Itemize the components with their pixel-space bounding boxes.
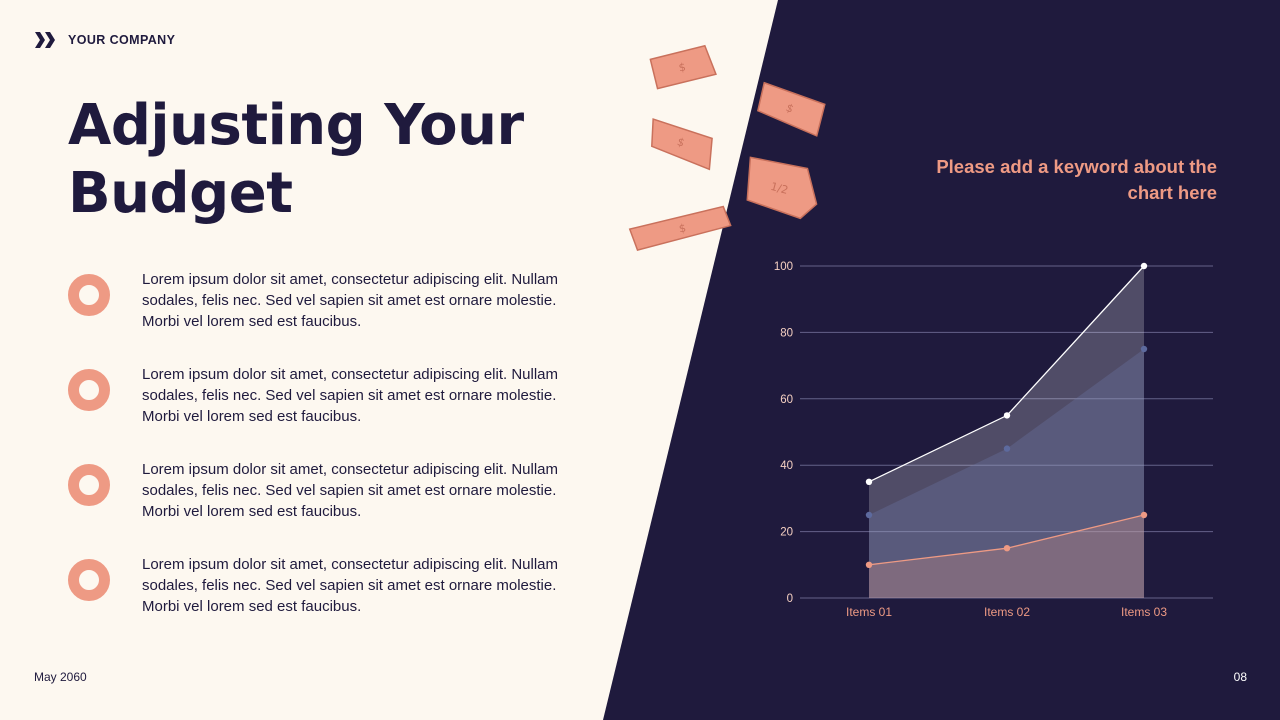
brand: YOUR COMPANY [34, 30, 175, 50]
data-point [1140, 511, 1148, 519]
y-tick-label: 40 [780, 460, 793, 472]
svg-text:1/2: 1/2 [769, 180, 789, 197]
data-point [865, 478, 873, 485]
y-tick-label: 20 [780, 527, 793, 539]
svg-text:$: $ [784, 101, 796, 116]
data-point [1003, 545, 1011, 552]
svg-text:$: $ [678, 60, 687, 74]
data-point [1140, 262, 1148, 270]
page-number: 08 [1233, 670, 1247, 684]
svg-text:$: $ [675, 135, 686, 150]
data-point [1140, 345, 1148, 353]
series-area [869, 515, 1144, 598]
ring-bullet-icon [68, 274, 110, 316]
x-tick-label: Items 01 [846, 605, 892, 619]
bullet-text: Lorem ipsum dolor sit amet, consectetur … [142, 556, 559, 615]
data-point [1003, 445, 1011, 452]
series-area [869, 349, 1144, 598]
footer-date: May 2060 [34, 670, 87, 684]
svg-text:$: $ [678, 221, 687, 235]
company-name: YOUR COMPANY [68, 33, 176, 47]
bullet-text: Lorem ipsum dolor sit amet, consectetur … [142, 461, 559, 520]
chart-keyword: Please add a keyword about the chart her… [936, 156, 1217, 203]
x-tick-label: Items 03 [1121, 605, 1167, 619]
data-point [865, 561, 873, 568]
series-area [869, 266, 1144, 598]
y-tick-label: 100 [774, 261, 793, 273]
bullet-text: Lorem ipsum dolor sit amet, consectetur … [142, 271, 559, 330]
bullet-text: Lorem ipsum dolor sit amet, consectetur … [142, 366, 559, 425]
x-tick-label: Items 02 [984, 605, 1030, 619]
ring-bullet-icon [68, 369, 110, 411]
ring-bullet-icon [68, 559, 110, 601]
slide-title: Adjusting Your Budget [68, 93, 524, 226]
y-tick-label: 0 [787, 593, 793, 605]
money-bills-decoration: $ $ $ 1/2 $ [628, 44, 826, 251]
y-tick-label: 80 [780, 327, 793, 339]
data-point [865, 511, 873, 519]
data-point [1003, 412, 1011, 419]
area-chart: 0 20 40 60 80 100 Items 01 Items 02 Items 03 [774, 261, 1213, 619]
chevrons-right-icon [35, 32, 55, 48]
y-tick-label: 60 [780, 394, 793, 406]
ring-bullet-icon [68, 464, 110, 506]
